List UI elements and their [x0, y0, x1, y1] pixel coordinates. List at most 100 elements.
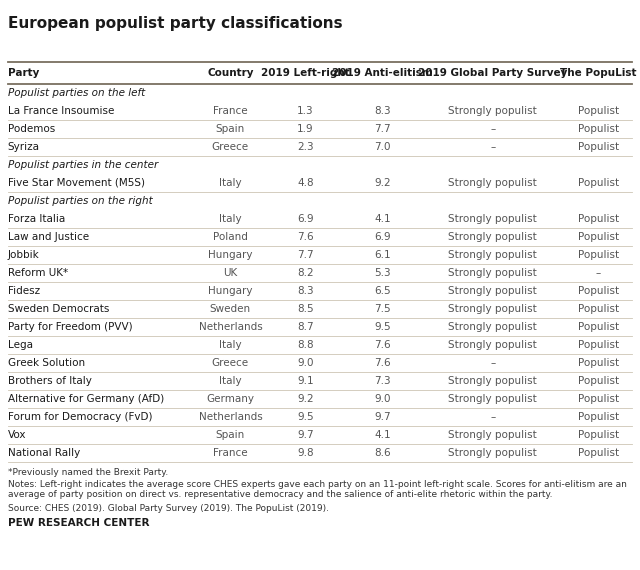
Text: 7.6: 7.6 [374, 340, 390, 350]
Text: 9.8: 9.8 [298, 448, 314, 458]
Text: Country: Country [207, 68, 253, 78]
Text: Populist: Populist [578, 250, 619, 260]
Text: Populist: Populist [578, 358, 619, 368]
Text: 7.0: 7.0 [374, 142, 390, 152]
Text: 2.3: 2.3 [298, 142, 314, 152]
Text: 1.3: 1.3 [298, 106, 314, 116]
Text: Fidesz: Fidesz [8, 286, 40, 296]
Text: Hungary: Hungary [208, 250, 253, 260]
Text: 4.1: 4.1 [374, 214, 390, 224]
Text: 7.7: 7.7 [374, 124, 390, 134]
Text: 8.2: 8.2 [298, 268, 314, 278]
Text: Populist: Populist [578, 286, 619, 296]
Text: Podemos: Podemos [8, 124, 55, 134]
Text: Strongly populist: Strongly populist [449, 394, 537, 404]
Text: Forza Italia: Forza Italia [8, 214, 65, 224]
Text: Strongly populist: Strongly populist [449, 250, 537, 260]
Text: Reform UK*: Reform UK* [8, 268, 68, 278]
Text: –: – [490, 358, 495, 368]
Text: Law and Justice: Law and Justice [8, 232, 89, 242]
Text: Strongly populist: Strongly populist [449, 340, 537, 350]
Text: 9.2: 9.2 [374, 178, 390, 188]
Text: Greek Solution: Greek Solution [8, 358, 85, 368]
Text: Greece: Greece [212, 142, 249, 152]
Text: –: – [596, 268, 601, 278]
Text: 4.1: 4.1 [374, 430, 390, 440]
Text: Strongly populist: Strongly populist [449, 232, 537, 242]
Text: The PopuList: The PopuList [560, 68, 637, 78]
Text: Strongly populist: Strongly populist [449, 376, 537, 386]
Text: 8.6: 8.6 [374, 448, 390, 458]
Text: 5.3: 5.3 [374, 268, 390, 278]
Text: Populist: Populist [578, 394, 619, 404]
Text: 7.6: 7.6 [374, 358, 390, 368]
Text: 9.2: 9.2 [298, 394, 314, 404]
Text: Netherlands: Netherlands [198, 322, 262, 332]
Text: Strongly populist: Strongly populist [449, 322, 537, 332]
Text: Vox: Vox [8, 430, 26, 440]
Text: –: – [490, 142, 495, 152]
Text: Populist: Populist [578, 214, 619, 224]
Text: Populist: Populist [578, 322, 619, 332]
Text: Italy: Italy [219, 178, 242, 188]
Text: 4.8: 4.8 [298, 178, 314, 188]
Text: France: France [213, 106, 248, 116]
Text: Hungary: Hungary [208, 286, 253, 296]
Text: Populist: Populist [578, 448, 619, 458]
Text: 8.8: 8.8 [298, 340, 314, 350]
Text: Five Star Movement (M5S): Five Star Movement (M5S) [8, 178, 145, 188]
Text: Populist parties on the right: Populist parties on the right [8, 196, 152, 206]
Text: Populist: Populist [578, 376, 619, 386]
Text: *Previously named the Brexit Party.: *Previously named the Brexit Party. [8, 468, 168, 477]
Text: Strongly populist: Strongly populist [449, 268, 537, 278]
Text: 7.5: 7.5 [374, 304, 390, 314]
Text: National Rally: National Rally [8, 448, 80, 458]
Text: 6.1: 6.1 [374, 250, 390, 260]
Text: Brothers of Italy: Brothers of Italy [8, 376, 92, 386]
Text: 8.3: 8.3 [298, 286, 314, 296]
Text: Lega: Lega [8, 340, 33, 350]
Text: Populist: Populist [578, 412, 619, 422]
Text: Strongly populist: Strongly populist [449, 286, 537, 296]
Text: 9.0: 9.0 [298, 358, 314, 368]
Text: Populist: Populist [578, 232, 619, 242]
Text: Strongly populist: Strongly populist [449, 448, 537, 458]
Text: Syriza: Syriza [8, 142, 40, 152]
Text: Italy: Italy [219, 214, 242, 224]
Text: France: France [213, 448, 248, 458]
Text: 8.5: 8.5 [298, 304, 314, 314]
Text: Alternative for Germany (AfD): Alternative for Germany (AfD) [8, 394, 164, 404]
Text: 9.5: 9.5 [298, 412, 314, 422]
Text: Strongly populist: Strongly populist [449, 430, 537, 440]
Text: Forum for Democracy (FvD): Forum for Democracy (FvD) [8, 412, 152, 422]
Text: 7.3: 7.3 [374, 376, 390, 386]
Text: Strongly populist: Strongly populist [449, 106, 537, 116]
Text: 1.9: 1.9 [298, 124, 314, 134]
Text: 6.9: 6.9 [374, 232, 390, 242]
Text: 7.6: 7.6 [298, 232, 314, 242]
Text: Poland: Poland [213, 232, 248, 242]
Text: 9.1: 9.1 [298, 376, 314, 386]
Text: 2019 Global Party Survey: 2019 Global Party Survey [418, 68, 568, 78]
Text: Strongly populist: Strongly populist [449, 304, 537, 314]
Text: Populist: Populist [578, 178, 619, 188]
Text: Jobbik: Jobbik [8, 250, 40, 260]
Text: Populist parties in the center: Populist parties in the center [8, 160, 158, 170]
Text: Party for Freedom (PVV): Party for Freedom (PVV) [8, 322, 132, 332]
Text: Italy: Italy [219, 340, 242, 350]
Text: Italy: Italy [219, 376, 242, 386]
Text: UK: UK [223, 268, 237, 278]
Text: 6.5: 6.5 [374, 286, 390, 296]
Text: 2019 Left-right: 2019 Left-right [261, 68, 350, 78]
Text: 2019 Anti-elitism: 2019 Anti-elitism [332, 68, 433, 78]
Text: Populist: Populist [578, 142, 619, 152]
Text: PEW RESEARCH CENTER: PEW RESEARCH CENTER [8, 518, 149, 528]
Text: Sweden: Sweden [210, 304, 251, 314]
Text: La France Insoumise: La France Insoumise [8, 106, 114, 116]
Text: –: – [490, 124, 495, 134]
Text: Populist parties on the left: Populist parties on the left [8, 88, 145, 98]
Text: Strongly populist: Strongly populist [449, 178, 537, 188]
Text: Party: Party [8, 68, 39, 78]
Text: 9.0: 9.0 [374, 394, 390, 404]
Text: European populist party classifications: European populist party classifications [8, 16, 342, 31]
